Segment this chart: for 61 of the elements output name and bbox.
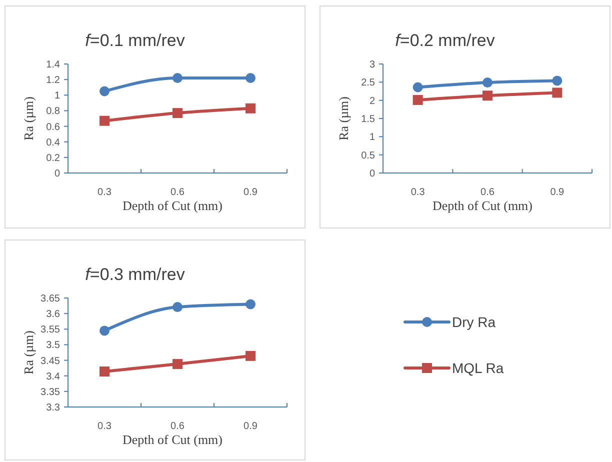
- y-tick-label: 0.4: [46, 137, 60, 148]
- chart-title: f=0.2 mm/rev: [395, 31, 496, 50]
- y-tick-label: 3.6: [46, 309, 60, 320]
- point: [172, 108, 182, 118]
- y-tick-label: 3.65: [40, 294, 60, 304]
- y-tick-label: 1.4: [46, 60, 60, 70]
- point: [100, 366, 110, 376]
- point: [100, 116, 110, 126]
- y-tick-label: 0: [54, 168, 60, 180]
- x-tick-label: 0.6: [480, 187, 495, 198]
- y-tick-label: 0.5: [361, 150, 376, 162]
- point: [246, 350, 256, 361]
- point: [246, 299, 256, 310]
- y-tick-label: 2: [369, 96, 376, 107]
- chart-title: f=0.3 mm/rev: [85, 265, 186, 284]
- y-axis-title: Ra (µm): [21, 96, 36, 140]
- y-tick-label: 0: [369, 168, 376, 180]
- y-tick-label: 3.45: [40, 356, 60, 367]
- y-tick-label: 3: [369, 60, 376, 70]
- y-tick-label: 3.3: [46, 402, 60, 414]
- x-tick-label: 0.9: [550, 187, 565, 198]
- y-tick-label: 1: [54, 90, 60, 102]
- y-axis-title: Ra (µm): [336, 96, 351, 140]
- x-axis-title: Depth of Cut (mm): [122, 432, 223, 447]
- point: [172, 302, 182, 312]
- point: [552, 76, 562, 86]
- legend-label: MQL Ra: [452, 360, 504, 376]
- y-tick-label: 2.5: [361, 78, 376, 89]
- point: [482, 78, 492, 88]
- x-tick-label: 0.3: [410, 187, 426, 198]
- y-tick-label: 1: [369, 132, 376, 144]
- y-axis-title: Ra (µm): [21, 330, 36, 374]
- chart-title: f=0.1 mm/rev: [85, 31, 186, 50]
- x-tick-label: 0.9: [244, 421, 258, 432]
- y-tick-label: 3.55: [40, 324, 60, 336]
- point: [172, 359, 182, 370]
- point: [100, 86, 110, 96]
- point: [412, 82, 423, 92]
- x-tick-label: 0.3: [98, 187, 112, 198]
- x-tick-label: 0.9: [244, 187, 258, 198]
- point: [172, 73, 182, 84]
- y-tick-label: 1.5: [361, 114, 376, 125]
- y-tick-label: 0.8: [46, 106, 60, 118]
- y-tick-label: 0.2: [46, 152, 60, 164]
- y-tick-label: 1.2: [46, 75, 60, 86]
- x-tick-label: 0.6: [170, 187, 185, 198]
- point: [412, 94, 423, 105]
- point: [246, 73, 256, 84]
- point: [246, 103, 256, 114]
- point: [552, 88, 562, 98]
- y-tick-label: 3.5: [46, 340, 60, 352]
- x-axis-title: Depth of Cut (mm): [432, 198, 533, 213]
- x-tick-label: 0.3: [98, 421, 112, 432]
- y-tick-label: 3.4: [46, 371, 60, 382]
- point: [100, 326, 110, 336]
- y-tick-label: 0.6: [46, 122, 60, 133]
- point: [482, 90, 492, 101]
- y-tick-label: 3.35: [40, 386, 60, 398]
- x-tick-label: 0.6: [170, 421, 185, 432]
- legend-label: Dry Ra: [452, 314, 496, 330]
- x-axis-title: Depth of Cut (mm): [122, 198, 223, 213]
